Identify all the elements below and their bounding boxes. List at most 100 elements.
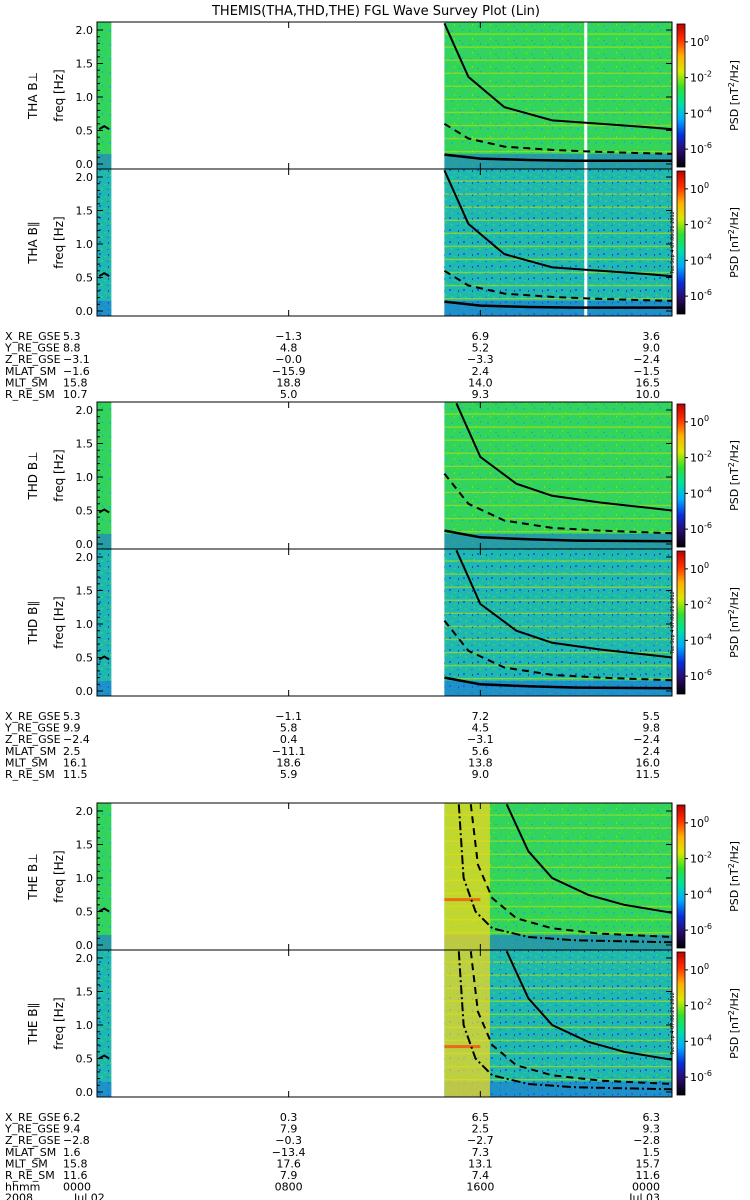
spectral-line (444, 180, 672, 182)
spectral-line (444, 651, 672, 654)
dashed-frequency-curve (469, 804, 673, 938)
spectral-line (444, 961, 672, 963)
panel-frame (96, 949, 673, 1098)
ephemeris-value: −2.4 (63, 733, 90, 746)
colorbar-tick-label: 10-2 (690, 450, 712, 465)
spectral-line (444, 1052, 672, 1055)
spectrogram-panel: 0.0 0.5 1.0 1.5 2.0 THD B⊥ freq [Hz] 100 10-2 10-… (26, 401, 741, 551)
ephemeris-value: 10.7 (63, 388, 88, 401)
spectral-line (444, 931, 672, 934)
ephemeris-value: 11.5 (636, 768, 661, 781)
colorbar-tick-label: 10-6 (690, 922, 712, 937)
low-frequency-curve (444, 300, 672, 309)
spectral-line (444, 258, 672, 261)
spectral-line (444, 111, 672, 114)
y-tick-label: 2.0 (76, 805, 94, 818)
probe-block-the: 0.0 0.5 1.0 1.5 2.0 THE B⊥ freq [Hz] 100 10-2 10-… (4, 802, 741, 1182)
ephemeris-value: 0.3 (280, 1111, 298, 1124)
ephemeris-value: 2.4 (643, 745, 661, 758)
ephemeris-value: 2.5 (472, 1123, 490, 1136)
ephemeris-value: 9.9 (63, 722, 81, 735)
spectral-line (444, 413, 672, 415)
ephemeris-value: −3.3 (467, 353, 494, 366)
ephemeris-value: 4.8 (280, 342, 298, 355)
ephemeris-value: 3.6 (643, 330, 661, 343)
ephemeris-value: 2.4 (472, 365, 490, 378)
y-tick-label: 2.0 (76, 404, 94, 417)
ephemeris-value: 17.6 (276, 1157, 301, 1170)
spectral-line (444, 814, 672, 816)
colorbar-tick-label: 100 (690, 815, 709, 830)
spectrogram-panel: 0.0 0.5 1.0 1.5 2.0 THD B∥ freq [Hz] 100 10-2 10-… (26, 548, 741, 698)
low-frequency-curve (444, 153, 672, 162)
colorbar-tick-label: 100 (690, 561, 709, 576)
panel-label: THE B∥ (26, 1003, 40, 1046)
early-curve-marker (98, 271, 110, 278)
ephemeris-value: 5.2 (472, 342, 490, 355)
date-tick-label: Jul 03 (628, 1192, 660, 1200)
low-frequency-band (444, 1081, 672, 1097)
ephemeris-label: Z_RE_GSE (5, 353, 61, 366)
spectral-line (444, 560, 672, 562)
panel-label: THA B⊥ (26, 72, 40, 120)
ephemeris-value: 11.6 (63, 1169, 88, 1182)
spectral-line (444, 853, 672, 855)
spectrogram-data-region (444, 549, 672, 696)
spectral-line (444, 827, 672, 829)
figure-layer: 0.0 0.5 1.0 1.5 2.0 THA B⊥ freq [Hz] 100 10-2 10-… (4, 21, 741, 1200)
data-gap-line (584, 169, 588, 316)
low-frequency-curve (444, 676, 673, 690)
data-gap-line (584, 22, 588, 169)
y-tick-label: 0.5 (76, 1053, 94, 1066)
solid-frequency-curve (443, 169, 673, 278)
colorbar-tick-label: 10-4 (690, 105, 712, 120)
ephemeris-value: 6.5 (472, 1111, 490, 1124)
early-curve-marker (98, 124, 110, 131)
ephemeris-value: −0.3 (275, 1134, 302, 1147)
spectral-line (444, 478, 672, 481)
low-frequency-band (97, 533, 112, 549)
y-tick-label: 0.0 (76, 685, 94, 698)
colorbar-tick-label: 100 (690, 414, 709, 429)
time-row-label: hhmm (5, 1181, 40, 1194)
ephemeris-value: 6.2 (63, 1111, 81, 1124)
solid-frequency-curve (455, 549, 673, 659)
ephemeris-value: 9.0 (643, 342, 661, 355)
spectrogram-data-region (97, 549, 112, 696)
early-curve-marker (98, 907, 110, 913)
spectral-line (444, 905, 672, 908)
ephemeris-value: −3.1 (63, 353, 90, 366)
low-frequency-band (97, 1081, 112, 1097)
ephemeris-label: Y_RE_GSE (4, 722, 60, 735)
timestamp-stamp: Tue Sep 4 07:06:21 2012 (670, 992, 676, 1056)
ephemeris-value: −1.5 (633, 365, 660, 378)
time-tick-label: 0000 (63, 1181, 91, 1194)
ephemeris-value: 9.3 (643, 1123, 661, 1136)
y-tick-label: 0.5 (76, 652, 94, 665)
spectral-line (444, 866, 672, 869)
colorbar (676, 550, 686, 695)
colorbar-tick-label: 10-2 (690, 998, 712, 1013)
spectral-line (444, 677, 672, 680)
ephemeris-value: 4.5 (472, 722, 490, 735)
spectral-line (444, 892, 672, 895)
ephemeris-value: −2.8 (633, 1134, 660, 1147)
colorbar-tick-label: 10-4 (690, 252, 712, 267)
low-frequency-band (444, 934, 672, 950)
ephemeris-table: X_RE_GSE 5.3 −1.1 7.2 5.5 Y_RE_GSE 9.9 5.8 4.5 9.… (4, 710, 660, 781)
y-tick-label: 0.0 (76, 939, 94, 952)
spectral-line (444, 137, 672, 140)
y-axis-label: freq [Hz] (52, 69, 66, 121)
y-tick-label: 1.0 (76, 471, 94, 484)
spectral-line (444, 504, 672, 507)
ephemeris-value: 6.3 (643, 1111, 661, 1124)
y-tick-label: 1.0 (76, 618, 94, 631)
ephemeris-label: X_RE_GSE (5, 330, 61, 343)
ephemeris-value: 9.0 (472, 768, 490, 781)
y-axis-label: freq [Hz] (52, 449, 66, 501)
panel-label: THD B∥ (26, 601, 40, 646)
spectral-line (444, 193, 672, 195)
ephemeris-value: −1.3 (275, 330, 302, 343)
spectral-line (444, 1065, 672, 1068)
